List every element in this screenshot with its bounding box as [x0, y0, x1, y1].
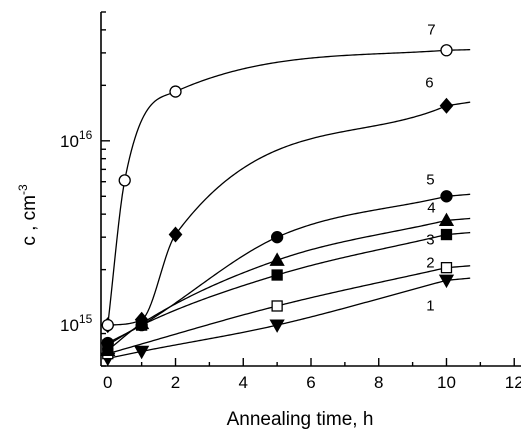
marker-series-5 [101, 336, 114, 350]
marker-series-2 [440, 262, 453, 274]
marker-series-6 [134, 311, 149, 328]
marker-series-1 [269, 319, 285, 333]
x-tick-label: 8 [374, 373, 383, 392]
marker-series-2 [271, 300, 283, 312]
y-axis-title-exponent: -3 [16, 184, 30, 195]
fit-curve-4 [107, 217, 471, 351]
x-tick-label: 4 [239, 373, 248, 392]
curve-label-1: 1 [426, 297, 434, 314]
x-axis-title: Annealing time, h [227, 409, 374, 430]
marker-series-4 [269, 252, 285, 266]
fit-curve-5 [107, 193, 471, 344]
marker-series-5 [440, 190, 453, 203]
y-tick-label: 1016 [60, 128, 93, 151]
marker-series-7 [440, 44, 453, 57]
fit-curve-1 [107, 277, 471, 360]
marker-series-3 [440, 228, 453, 241]
marker-series-6 [168, 226, 183, 243]
fit-curve-6 [107, 101, 471, 326]
curve-label-2: 2 [426, 255, 434, 272]
fit-curve-7 [107, 49, 471, 326]
y-ticks: 1015 1016 [60, 11, 110, 367]
curve-labels: 1 2 3 4 5 6 7 [425, 21, 435, 314]
marker-series-1 [134, 345, 150, 360]
x-tick-label: 6 [306, 373, 315, 392]
curve-label-5: 5 [426, 171, 434, 188]
y-axis-title: c , cm-3 [16, 184, 40, 246]
x-tick-label: 0 [103, 373, 112, 392]
axes [100, 12, 521, 367]
marker-series-5 [270, 231, 284, 244]
y-axis-title-text: c , cm [19, 195, 40, 246]
fit-curve-2 [107, 265, 471, 355]
x-tick-label: 2 [171, 373, 180, 392]
x-tick-label: 12 [505, 373, 521, 392]
fit-curve-3 [107, 231, 471, 346]
marker-series-7 [118, 174, 131, 187]
curve-label-4: 4 [427, 199, 435, 216]
x-ticks: 0 2 4 6 8 10 12 [103, 358, 521, 392]
svg-text:c , cm-3: c , cm-3 [16, 184, 40, 246]
x-tick-label: 10 [437, 373, 456, 392]
marker-series-1 [438, 274, 455, 289]
marker-series-4 [438, 212, 455, 227]
curve-label-3: 3 [426, 232, 434, 249]
curve-label-6: 6 [425, 75, 433, 92]
marker-series-3 [271, 269, 283, 281]
marker-series-4 [100, 342, 116, 356]
fit-curves [107, 49, 471, 360]
y-tick-label: 1015 [60, 312, 93, 335]
marker-series-7 [101, 318, 114, 332]
curve-label-7: 7 [427, 21, 435, 38]
marker-series-6 [439, 97, 454, 114]
marker-series-7 [169, 85, 182, 98]
data-markers [100, 44, 455, 367]
